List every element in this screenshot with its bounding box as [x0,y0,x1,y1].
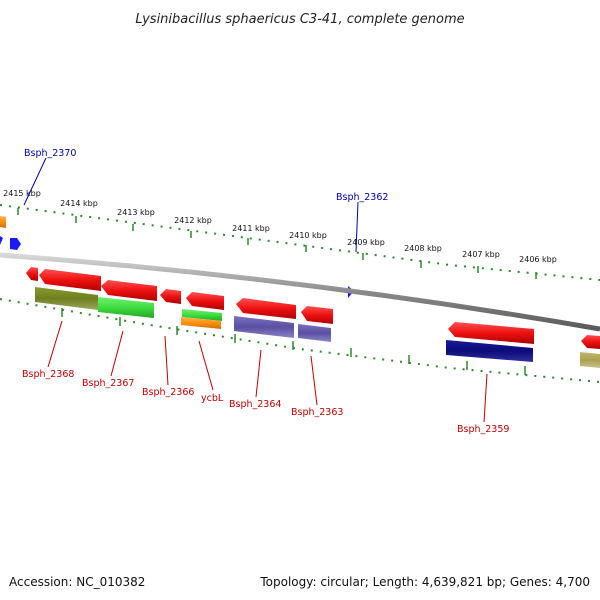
inner-labels: Bsph_2368 Bsph_2367 Bsph_2366 ycbL Bsph_… [22,321,509,435]
gene-arrow [186,292,224,310]
tick-label: 2410 kbp [289,231,327,240]
gene-label-bsph-2366: Bsph_2366 [142,387,194,398]
genome-map: Lysinibacillus sphaericus C3-41, complet… [0,0,600,600]
gene-block-slate [234,316,294,338]
gene-label-bsph-2363: Bsph_2363 [291,407,343,418]
gene-block-khaki [580,352,600,368]
tick-label: 2409 kbp [347,238,385,247]
gene-block-slate [298,324,331,342]
gene-arrow [26,267,38,281]
genome-backbone [0,255,600,329]
gene-label-bsph-2364: Bsph_2364 [229,399,281,410]
map-title: Lysinibacillus sphaericus C3-41, complet… [135,12,464,27]
gene-label-bsph-2362: Bsph_2362 [336,192,388,203]
gene-label-bsph-2359: Bsph_2359 [457,424,509,435]
gene-arrow [101,280,157,301]
gene-label-bsph-2368: Bsph_2368 [22,369,74,380]
gene-label-bsph-2370: Bsph_2370 [24,148,76,159]
gene-arrow [581,335,600,349]
tick-labels: 2415 kbp 2414 kbp 2413 kbp 2412 kbp 2411… [3,189,557,264]
gene-arrow [301,306,333,324]
gene-arrow [236,298,296,319]
gene-arrow [39,269,101,291]
feature-blue-arrow [10,238,21,250]
tick-label: 2412 kbp [174,216,212,225]
tick-row-outer [0,205,600,280]
tick-label: 2407 kbp [462,250,500,259]
gene-block-navy [446,340,533,362]
feature-orange-edge [0,216,6,228]
gene-arrow [448,322,534,344]
tick-label: 2408 kbp [404,244,442,253]
gene-block-green [98,297,154,318]
gene-label-bsph-2367: Bsph_2367 [82,378,134,389]
tick-label: 2414 kbp [60,199,98,208]
feature-blue-arrow [0,236,3,245]
genome-summary-text: Topology: circular; Length: 4,639,821 bp… [259,575,590,589]
tick-label: 2406 kbp [519,255,557,264]
accession-text: Accession: NC_010382 [9,575,145,589]
tick-label: 2415 kbp [3,189,41,198]
gene-arrow [160,289,181,304]
gene-label-ycbl: ycbL [201,393,224,404]
tick-label: 2411 kbp [232,224,270,233]
tick-label: 2413 kbp [117,208,155,217]
